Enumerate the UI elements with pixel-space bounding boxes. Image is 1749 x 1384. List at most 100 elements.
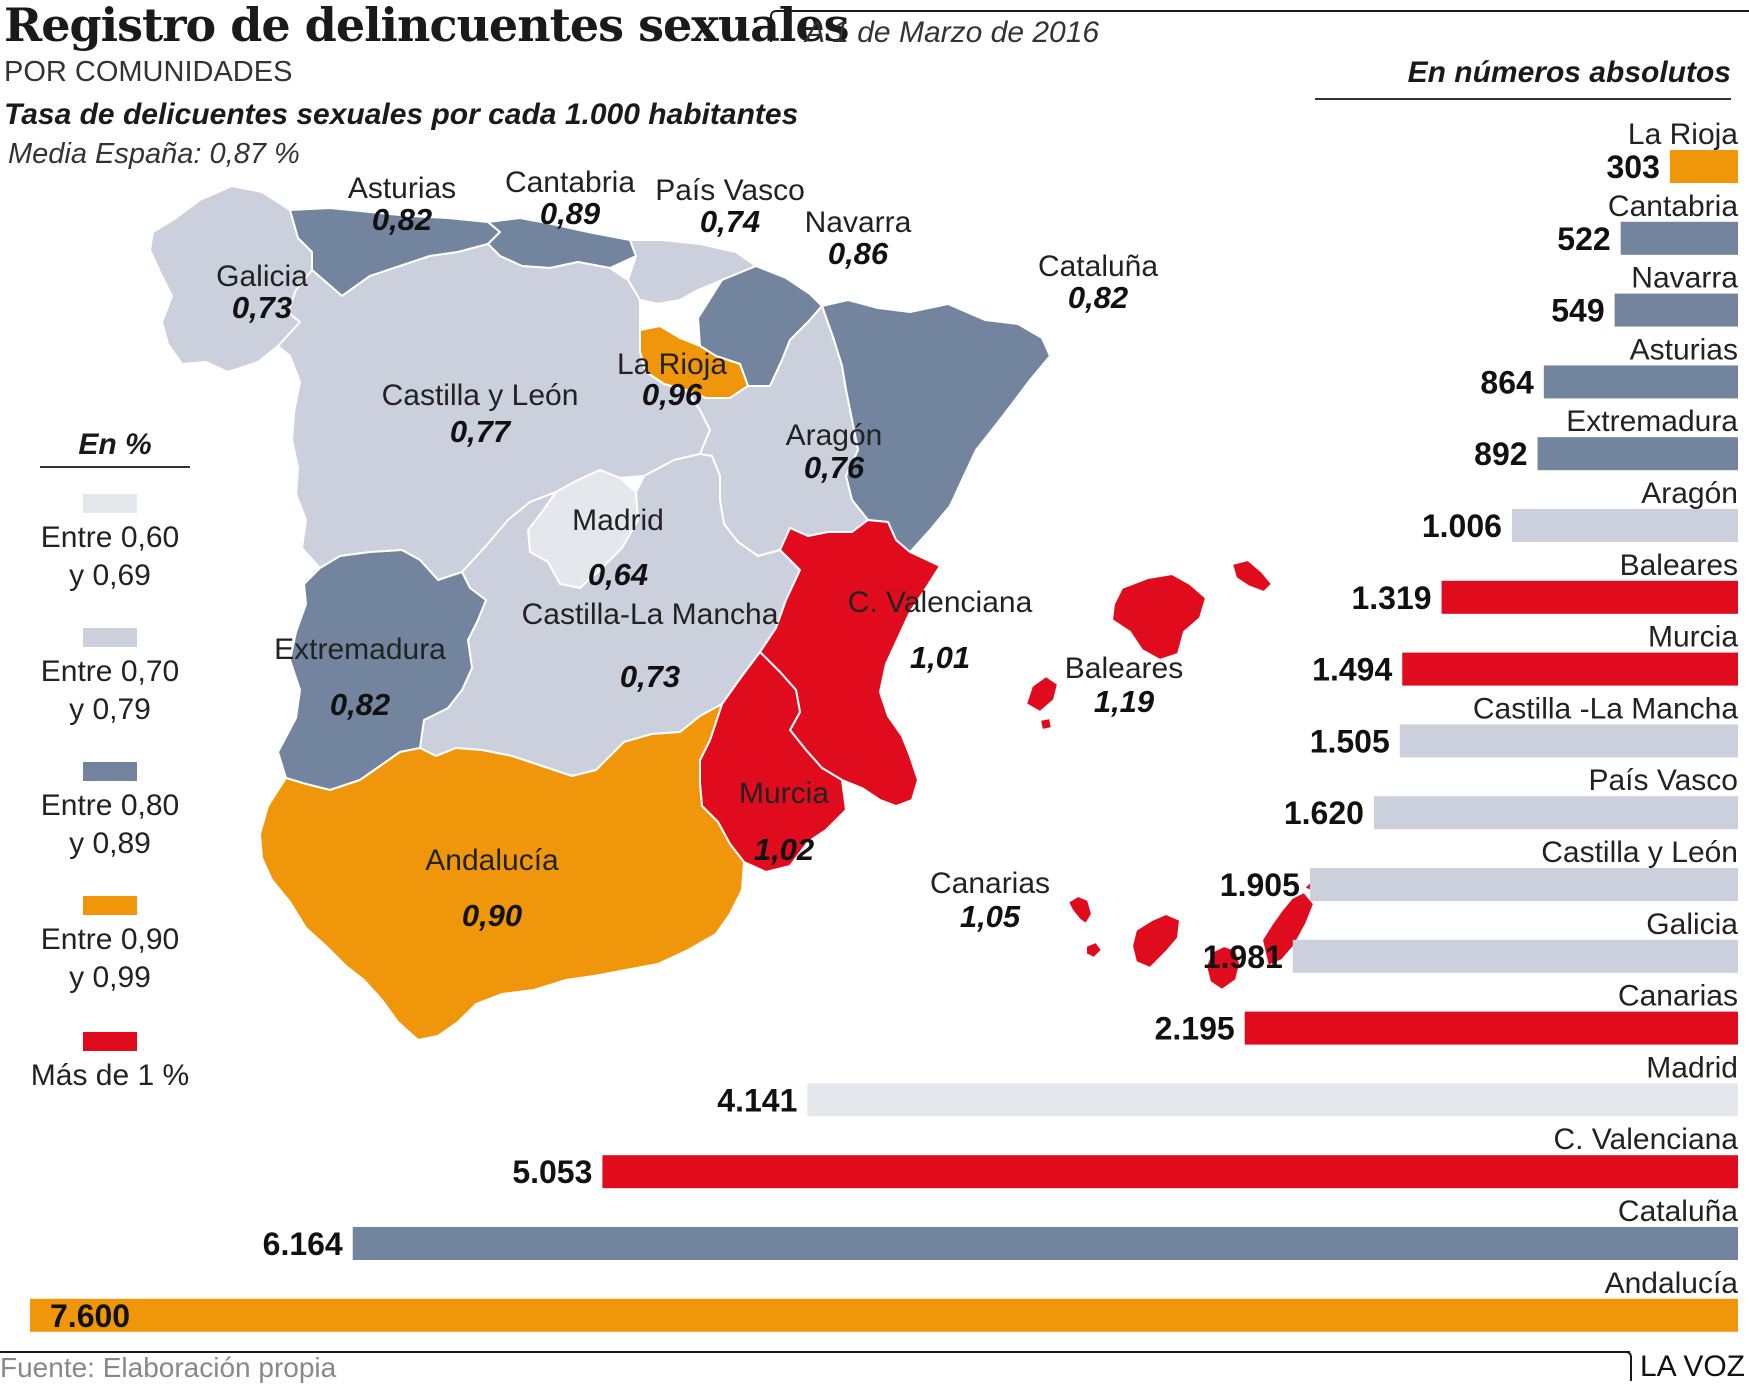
bar-value-madrid: 4.141 [717, 1082, 797, 1118]
brand-logo: LA VOZ [1639, 1350, 1745, 1383]
region-value-navarra: 0,86 [828, 236, 889, 271]
region-value-aragon: 0,76 [804, 450, 865, 485]
legend-label: Entre 0,90 [40, 923, 180, 956]
legend-item-090: Entre 0,90 y 0,99 [20, 896, 200, 997]
region-value-asturias: 0,82 [372, 202, 432, 237]
legend-label: y 0,69 [69, 559, 151, 592]
region-canarias-1 [1085, 941, 1103, 959]
region-value-murcia: 1,02 [754, 832, 814, 867]
region-baleares-1 [1231, 559, 1273, 593]
bar-value-baleares: 1.319 [1351, 580, 1431, 616]
region-value-cataluna: 0,82 [1068, 280, 1128, 315]
legend-swatch [83, 494, 137, 513]
bar-label-extremadura: Extremadura [1566, 405, 1738, 438]
region-value-cantabria: 0,89 [540, 196, 601, 231]
bar-pais-vasco [1373, 796, 1738, 830]
region-extremadura [277, 549, 487, 791]
bar-label-cantabria: Cantabria [1608, 190, 1738, 223]
region-value-c-valenciana: 1,01 [910, 640, 970, 675]
bar-value-pais-vasco: 1.620 [1284, 795, 1364, 831]
bar-value-murcia: 1.494 [1312, 652, 1392, 688]
bar-canarias [1244, 1011, 1738, 1045]
map-title: Tasa de delicuentes sexuales por cada 1.… [4, 98, 799, 131]
legend-item-070: Entre 0,70 y 0,79 [20, 628, 200, 729]
region-label-castilla-y-leon: Castilla y León [382, 379, 579, 412]
map-legend: En % Entre 0,60 y 0,69 Entre 0,70 y 0,79… [20, 428, 200, 1092]
bar-label-cataluna: Cataluña [1618, 1195, 1738, 1228]
bar-label-baleares: Baleares [1620, 549, 1738, 582]
region-baleares-2 [1025, 675, 1059, 713]
region-label-pais-vasco: País Vasco [655, 174, 805, 207]
region-label-baleares: Baleares [1065, 652, 1183, 685]
region-label-cataluna: Cataluña [1038, 250, 1158, 283]
region-canarias-4 [1261, 891, 1315, 967]
chart-title: Registro de delincuentes sexuales [4, 0, 850, 52]
bar-title-rule [1315, 98, 1731, 100]
bar-murcia [1402, 652, 1738, 686]
bar-aragon [1511, 509, 1738, 542]
bar-madrid [807, 1083, 1738, 1117]
bar-label-navarra: Navarra [1631, 262, 1738, 295]
bar-cantabria [1620, 221, 1738, 255]
legend-swatch [83, 762, 137, 781]
bar-la-rioja [1669, 150, 1738, 183]
legend-title: En % [40, 428, 190, 468]
region-value-pais-vasco: 0,74 [700, 204, 760, 239]
bar-label-madrid: Madrid [1646, 1051, 1738, 1084]
legend-item-080: Entre 0,80 y 0,89 [20, 762, 200, 863]
region-andalucia [259, 703, 745, 1041]
source-note: Fuente: Elaboración propia [0, 1352, 337, 1383]
legend-swatch [83, 896, 137, 915]
region-value-castilla-y-leon: 0,77 [450, 414, 512, 449]
region-canarias [1067, 895, 1093, 925]
bar-label-canarias: Canarias [1618, 980, 1738, 1013]
bar-label-murcia: Murcia [1648, 621, 1738, 654]
map-regions [149, 185, 1337, 1041]
legend-label: y 0,99 [69, 961, 151, 994]
legend-label: y 0,79 [69, 693, 151, 726]
legend-item-060: Entre 0,60 y 0,69 [20, 494, 200, 595]
bar-castilla-y-leon [1309, 868, 1738, 901]
bar-value-cataluna: 6.164 [263, 1226, 343, 1262]
bar-label-aragon: Aragón [1641, 477, 1738, 510]
bar-value-cantabria: 522 [1557, 221, 1610, 257]
legend-label: Más de 1 % [30, 1059, 190, 1092]
region-value-la-rioja: 0,96 [642, 377, 703, 412]
bar-value-castilla-la-mancha: 1.505 [1310, 723, 1390, 759]
legend-swatch [83, 628, 137, 647]
bar-extremadura [1537, 437, 1738, 471]
bar-cataluna [352, 1227, 1738, 1260]
bar-c-valenciana [602, 1155, 1738, 1189]
bar-castilla-la-mancha [1399, 724, 1738, 758]
bar-label-la-rioja: La Rioja [1628, 118, 1738, 151]
bar-asturias [1543, 365, 1738, 399]
bar-value-canarias: 2.195 [1155, 1011, 1235, 1047]
bar-layer: La Rioja303Cantabria522Navarra549Asturia… [30, 118, 1738, 1334]
region-value-galicia: 0,73 [232, 290, 292, 325]
region-label-c-valenciana: C. Valenciana [848, 586, 1033, 619]
bar-value-castilla-y-leon: 1.905 [1220, 867, 1300, 903]
bar-label-pais-vasco: País Vasco [1588, 764, 1738, 797]
bar-label-castilla-la-mancha: Castilla -La Mancha [1473, 692, 1738, 725]
bar-value-extremadura: 892 [1474, 436, 1527, 472]
chart-date: A 1 de Marzo de 2016 [805, 16, 1100, 49]
bar-galicia [1292, 939, 1738, 973]
region-baleares [1111, 573, 1207, 661]
bar-label-castilla-y-leon: Castilla y León [1541, 836, 1738, 869]
region-label-navarra: Navarra [805, 206, 912, 239]
region-value-madrid: 0,64 [588, 557, 648, 592]
national-average: Media España: 0,87 % [8, 138, 300, 170]
region-value-canarias: 1,05 [960, 899, 1021, 934]
region-label-asturias: Asturias [348, 172, 456, 205]
region-canarias-2 [1131, 913, 1181, 969]
legend-label: Entre 0,70 [40, 655, 180, 688]
region-label-extremadura: Extremadura [274, 633, 446, 666]
region-canarias-3 [1205, 945, 1241, 991]
region-label-cantabria: Cantabria [505, 166, 635, 199]
map-labels: Galicia0,73Asturias0,82Cantabria0,89País… [216, 166, 1183, 934]
bar-chart-title: En números absolutos [1407, 56, 1731, 89]
bar-navarra [1614, 293, 1738, 327]
legend-label: Entre 0,80 [40, 789, 180, 822]
footer-rule [0, 1351, 1630, 1353]
